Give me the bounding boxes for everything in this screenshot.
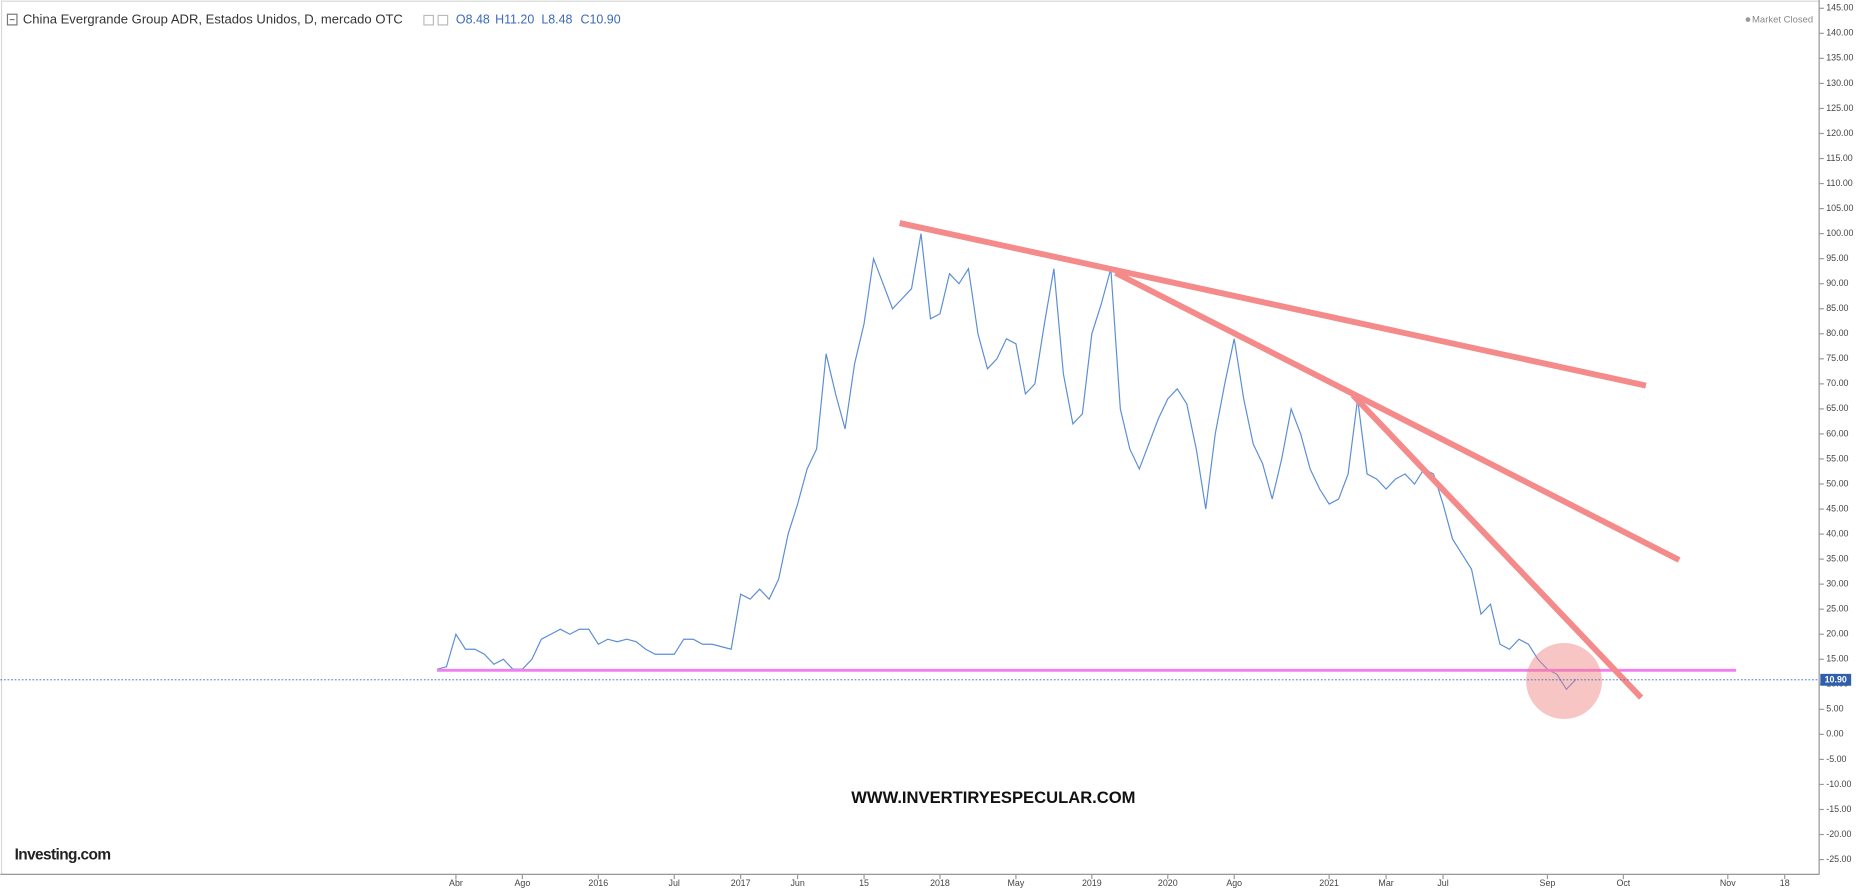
x-tick-label: 15 — [859, 878, 869, 888]
x-tick-label: 18 — [1780, 878, 1790, 888]
y-tick-label: -5.00 — [1826, 754, 1846, 764]
trend-line — [1114, 270, 1681, 563]
x-tick-label: Jun — [790, 878, 804, 888]
y-tick-label: -15.00 — [1826, 804, 1851, 814]
trend-line — [1350, 393, 1644, 700]
y-tick-label: 5.00 — [1826, 704, 1843, 714]
y-tick-label: 90.00 — [1826, 278, 1848, 288]
x-tick-label: Abr — [449, 878, 463, 888]
y-tick-label: 45.00 — [1826, 503, 1848, 513]
ohlc-high: H11.20 — [495, 12, 534, 26]
x-tick-label: Nov — [1720, 878, 1736, 888]
ohlc-open: O8.48 — [456, 12, 490, 26]
x-tick-label: 2021 — [1319, 878, 1339, 888]
y-tick-label: 75.00 — [1826, 353, 1848, 363]
x-tick-label: Jul — [1437, 878, 1448, 888]
y-tick-label: -10.00 — [1826, 779, 1851, 789]
y-tick-label: 145.00 — [1826, 3, 1853, 13]
trend-line — [899, 220, 1647, 389]
y-tick-label: 20.00 — [1826, 629, 1848, 639]
x-tick-label: Mar — [1378, 878, 1393, 888]
last-price-box — [1820, 673, 1852, 686]
y-tick-label: 30.00 — [1826, 578, 1848, 588]
y-tick-label: -25.00 — [1826, 854, 1851, 864]
y-tick-label: 70.00 — [1826, 378, 1848, 388]
ohlc-low: L8.48 — [541, 12, 572, 26]
y-tick-label: 85.00 — [1826, 303, 1848, 313]
x-tick-label: 2018 — [930, 878, 950, 888]
x-tick-label: 2019 — [1082, 878, 1102, 888]
ohlc-close: C10.90 — [581, 12, 621, 26]
y-tick-label: 35.00 — [1826, 553, 1848, 563]
x-tick-label: May — [1008, 878, 1025, 888]
y-tick-label: 55.00 — [1826, 453, 1848, 463]
y-tick-label: 115.00 — [1826, 153, 1853, 163]
price-line — [436, 233, 1577, 691]
y-tick-label: 130.00 — [1826, 78, 1853, 88]
watermark: WWW.INVERTIRYESPECULAR.COM — [851, 788, 1135, 807]
y-tick-label: 15.00 — [1826, 654, 1848, 664]
y-tick-label: 110.00 — [1826, 178, 1853, 188]
toggle-icon[interactable] — [423, 14, 434, 26]
y-tick-label: 50.00 — [1826, 478, 1848, 488]
x-tick-label: Jul — [669, 878, 680, 888]
y-tick-label: -20.00 — [1826, 829, 1851, 839]
last-price-label: 10.90 — [1825, 675, 1847, 685]
logo: Investing.com — [15, 846, 111, 863]
x-tick-label: Ago — [1226, 878, 1242, 888]
y-tick-label: 80.00 — [1826, 328, 1848, 338]
x-tick-label: 2016 — [588, 878, 608, 888]
y-tick-label: 135.00 — [1826, 53, 1853, 63]
x-tick-label: Ago — [514, 878, 530, 888]
status-dot — [1745, 17, 1751, 22]
plot-area — [436, 233, 1577, 691]
x-tick-label: 2017 — [731, 878, 751, 888]
drawings — [436, 220, 1737, 719]
y-tick-label: 65.00 — [1826, 403, 1848, 413]
y-tick-label: 125.00 — [1826, 103, 1853, 113]
chart-title: China Evergrande Group ADR, Estados Unid… — [23, 12, 403, 27]
y-tick-label: 95.00 — [1826, 253, 1848, 263]
y-tick-label: 120.00 — [1826, 128, 1853, 138]
y-tick-label: 0.00 — [1826, 729, 1843, 739]
x-tick-label: 2020 — [1158, 878, 1178, 888]
y-tick-label: 25.00 — [1826, 604, 1848, 614]
y-tick-label: 140.00 — [1826, 28, 1853, 38]
y-tick-label: 100.00 — [1826, 228, 1853, 238]
y-tick-label: 60.00 — [1826, 428, 1848, 438]
y-tick-label: 105.00 — [1826, 203, 1853, 213]
x-tick-label: Oct — [1616, 878, 1630, 888]
highlight-circle — [1526, 643, 1603, 719]
market-status: Market Closed — [1752, 15, 1813, 26]
collapse-icon[interactable] — [6, 13, 18, 26]
settings-icon[interactable] — [437, 14, 449, 26]
y-tick-label: 40.00 — [1826, 528, 1848, 538]
x-tick-label: Sep — [1540, 878, 1556, 888]
